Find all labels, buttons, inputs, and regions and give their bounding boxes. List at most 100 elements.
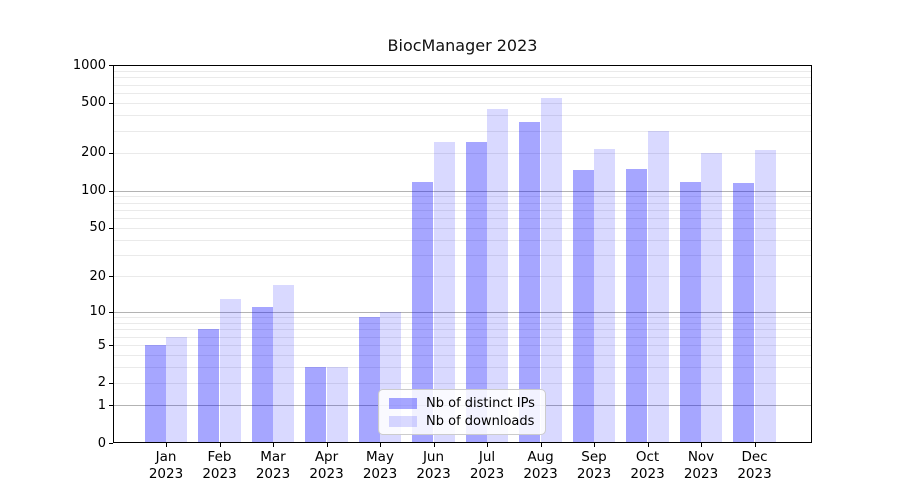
- bar-downloads-feb: [219, 298, 241, 443]
- x-tick-label: Sep 2023: [576, 449, 612, 482]
- y-tick-mark: [109, 345, 113, 346]
- bar-distinct-ips-may: [358, 317, 380, 443]
- bar-distinct-ips-dec: [733, 182, 755, 443]
- gridline-minor: [113, 84, 812, 86]
- x-tick-label: Apr 2023: [309, 449, 344, 482]
- x-tick-mark: [326, 443, 328, 447]
- bar-downloads-nov: [701, 152, 723, 443]
- bar-downloads-jun: [433, 141, 455, 443]
- x-tick-label: Nov 2023: [683, 449, 719, 482]
- x-tick-label: Oct 2023: [630, 449, 665, 482]
- legend-label-downloads: Nb of downloads: [426, 413, 535, 429]
- bar-downloads-jul: [487, 108, 509, 443]
- x-tick-label: May 2023: [362, 449, 398, 482]
- y-tick-label: 2: [97, 375, 106, 391]
- y-tick-mark: [109, 227, 113, 229]
- x-tick-mark: [273, 443, 274, 447]
- x-tick-mark: [594, 443, 595, 447]
- bar-distinct-ips-nov: [679, 181, 701, 443]
- bar-distinct-ips-oct: [626, 168, 648, 443]
- bar-downloads-apr: [326, 367, 348, 443]
- bar-downloads-sep: [594, 148, 616, 443]
- gridline-minor: [113, 276, 812, 278]
- gridline-minor: [113, 70, 812, 72]
- bar-distinct-ips-jul: [465, 141, 487, 443]
- y-tick-mark: [109, 405, 113, 407]
- x-tick-mark: [540, 443, 542, 447]
- gridline-minor: [113, 354, 812, 356]
- x-tick-mark: [701, 443, 702, 447]
- y-tick-mark: [109, 443, 113, 444]
- y-tick-label: 200: [81, 145, 106, 161]
- y-tick-label: 50: [89, 220, 106, 236]
- legend-swatch-distinct-ips: [389, 397, 417, 409]
- chart-title: BiocManager 2023: [387, 36, 538, 55]
- gridline-minor: [113, 130, 812, 132]
- y-tick-label: 1: [97, 397, 106, 413]
- gridline-minor: [113, 345, 812, 346]
- bar-downloads-dec: [754, 150, 776, 443]
- bar-distinct-ips-jun: [412, 181, 434, 443]
- bar-distinct-ips-feb: [198, 329, 220, 443]
- bar-distinct-ips-apr: [305, 367, 327, 443]
- y-tick-label: 500: [81, 95, 106, 111]
- legend-label-distinct-ips: Nb of distinct IPs: [426, 395, 535, 411]
- gridline-minor: [113, 77, 812, 79]
- x-tick-mark: [647, 443, 649, 447]
- x-tick-label: Jun 2023: [416, 449, 451, 482]
- y-tick-mark: [109, 276, 113, 278]
- gridline-minor: [113, 218, 812, 220]
- bar-downloads-aug: [540, 97, 562, 443]
- y-tick-label: 0: [97, 435, 106, 451]
- bar-distinct-ips-sep: [572, 170, 594, 443]
- y-tick-label: 5: [97, 337, 106, 353]
- legend-item-downloads: Nb of downloads: [389, 415, 545, 428]
- x-tick-mark: [754, 443, 756, 447]
- x-tick-label: Feb 2023: [202, 449, 237, 482]
- legend-item-distinct-ips: Nb of distinct IPs: [389, 397, 545, 410]
- bar-downloads-oct: [647, 130, 669, 443]
- gridline-major: [113, 190, 812, 192]
- gridline-minor: [113, 115, 812, 117]
- gridline-minor: [113, 367, 812, 369]
- bar-distinct-ips-mar: [251, 307, 273, 443]
- y-tick-label: 20: [89, 268, 106, 284]
- bar-downloads-jan: [166, 336, 188, 443]
- legend: Nb of distinct IPs Nb of downloads: [378, 389, 546, 435]
- x-tick-mark: [219, 443, 221, 447]
- gridline-minor: [113, 209, 812, 211]
- gridline-minor: [113, 227, 812, 229]
- bar-distinct-ips-jan: [144, 345, 166, 443]
- gridline-minor: [113, 382, 812, 384]
- x-tick-label: Jul 2023: [469, 449, 505, 482]
- x-tick-mark: [433, 443, 435, 447]
- y-tick-mark: [109, 190, 113, 192]
- gridline-minor: [113, 317, 812, 318]
- y-tick-mark: [109, 102, 113, 104]
- y-tick-label: 1000: [72, 57, 106, 73]
- x-tick-label: Aug 2023: [523, 449, 558, 482]
- gridline-minor: [113, 322, 812, 324]
- y-tick-mark: [109, 65, 113, 66]
- y-tick-mark: [109, 382, 113, 384]
- gridline-minor: [113, 102, 812, 104]
- x-tick-label: Dec 2023: [737, 449, 772, 482]
- gridline-minor: [113, 255, 812, 257]
- x-tick-label: Mar 2023: [255, 449, 291, 482]
- x-tick-mark: [487, 443, 488, 447]
- x-tick-mark: [166, 443, 167, 447]
- gridline-minor: [113, 196, 812, 198]
- x-tick-label: Jan 2023: [148, 449, 184, 482]
- gridline-minor: [113, 152, 812, 154]
- y-tick-mark: [109, 311, 113, 313]
- gridline-minor: [113, 239, 812, 241]
- legend-swatch-downloads: [389, 415, 417, 427]
- bar-downloads-mar: [273, 284, 295, 443]
- gridline-minor: [113, 329, 812, 331]
- gridline-minor: [113, 92, 812, 94]
- y-tick-label: 10: [89, 304, 106, 320]
- gridline-major: [113, 311, 812, 313]
- y-tick-mark: [109, 152, 113, 154]
- bar-distinct-ips-aug: [519, 122, 541, 443]
